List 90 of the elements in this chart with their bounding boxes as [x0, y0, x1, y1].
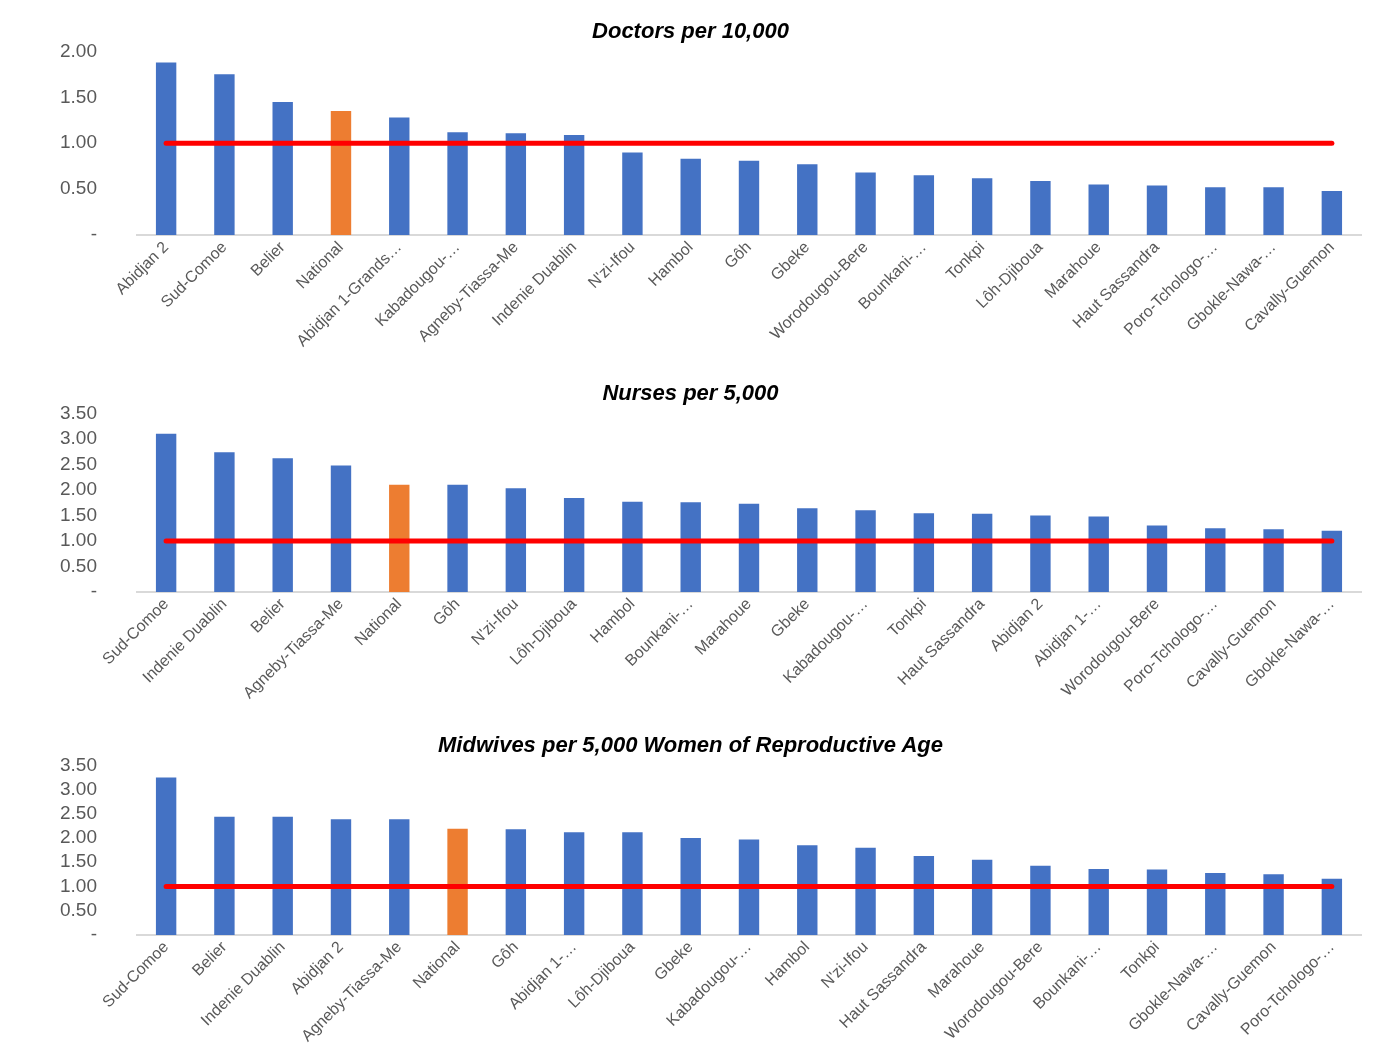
bar [738, 160, 760, 236]
bar [738, 839, 760, 935]
x-tick-label: Gôh [429, 594, 463, 629]
bar [1030, 515, 1051, 592]
bar [622, 501, 643, 592]
bar [1321, 190, 1343, 236]
y-tick-label: 2.00 [60, 826, 97, 848]
bar [1263, 529, 1284, 592]
bar [913, 175, 935, 236]
chart-title: Midwives per 5,000 Women of Reproductive Age [438, 732, 943, 758]
bar [1263, 187, 1284, 236]
y-tick-label: 2.00 [60, 478, 97, 500]
bar [680, 158, 701, 236]
y-tick-label: 3.50 [60, 401, 97, 423]
y-tick-label: 1.50 [60, 503, 97, 525]
bar [622, 152, 643, 236]
bar [1205, 872, 1226, 935]
bar [155, 777, 177, 935]
bar [447, 484, 468, 592]
y-tick-label: 1.00 [60, 874, 97, 896]
bar [1146, 525, 1168, 592]
bar [272, 458, 293, 592]
bar [1030, 180, 1051, 236]
chart-title: Doctors per 10,000 [592, 18, 790, 44]
bar [913, 855, 935, 935]
bar [1146, 185, 1168, 236]
bar [330, 819, 352, 935]
bar [505, 829, 527, 935]
x-tick-label: Gôh [487, 937, 522, 972]
x-tick-label: Gôh [720, 238, 755, 272]
bar [1205, 187, 1226, 236]
bar [797, 845, 818, 935]
bar [389, 484, 410, 592]
bar [447, 828, 468, 935]
bar [214, 816, 235, 935]
y-tick-label: 3.00 [60, 427, 97, 449]
bar [505, 488, 527, 592]
bar [1088, 516, 1109, 592]
y-tick-label: - [90, 223, 97, 245]
bar [797, 508, 818, 592]
bar [1146, 869, 1168, 935]
bar [971, 859, 993, 935]
y-tick-label: 0.50 [60, 177, 97, 199]
bar [330, 111, 352, 236]
y-tick-label: 0.50 [60, 898, 97, 920]
bar [1088, 184, 1109, 236]
y-tick-label: - [90, 923, 97, 945]
bar [680, 838, 701, 935]
y-tick-label: - [90, 580, 97, 602]
bar [680, 502, 701, 592]
bar [797, 164, 818, 236]
bar [447, 132, 468, 236]
bar [1205, 528, 1226, 592]
bar [389, 117, 410, 236]
bar [1321, 878, 1343, 935]
y-tick-label: 0.50 [60, 554, 97, 576]
bar [563, 134, 585, 236]
bar [855, 510, 876, 592]
bar [855, 172, 876, 236]
y-tick-label: 1.00 [60, 529, 97, 551]
bar [155, 433, 177, 592]
y-tick-label: 1.50 [60, 850, 97, 872]
y-tick-label: 2.00 [60, 39, 97, 61]
bar [563, 498, 585, 592]
bar [214, 74, 235, 236]
bar [505, 133, 527, 236]
bar [971, 513, 993, 592]
bar [738, 503, 760, 592]
y-tick-label: 2.50 [60, 452, 97, 474]
bar [330, 465, 352, 592]
bar [272, 816, 293, 935]
bar [1030, 865, 1051, 935]
bar [1321, 530, 1343, 592]
y-tick-label: 1.00 [60, 131, 97, 153]
bar [913, 513, 935, 592]
y-tick-label: 1.50 [60, 85, 97, 107]
y-tick-label: 2.50 [60, 802, 97, 824]
bar [1263, 874, 1284, 935]
bar [1088, 869, 1109, 935]
y-tick-label: 3.00 [60, 777, 97, 799]
bar [855, 847, 876, 935]
bar [272, 101, 293, 236]
bar [622, 832, 643, 935]
chart-title: Nurses per 5,000 [602, 380, 780, 406]
bar [389, 819, 410, 935]
bar [971, 178, 993, 236]
bar [155, 62, 177, 236]
y-tick-label: 3.50 [60, 753, 97, 775]
bar [563, 832, 585, 935]
bar [214, 452, 235, 592]
